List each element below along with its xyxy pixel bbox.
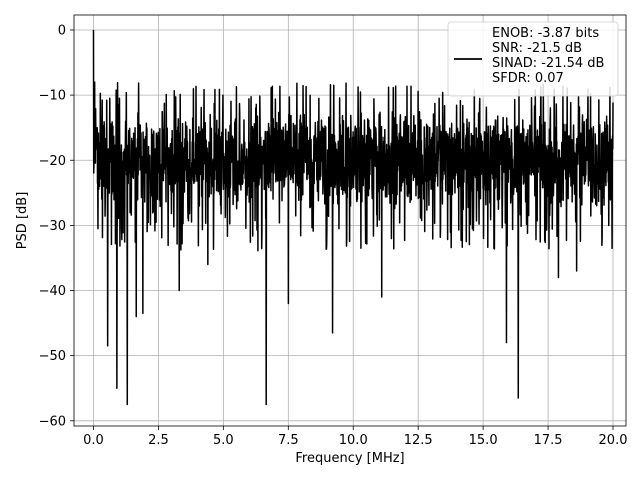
x-tick-label: 12.5 <box>404 433 433 448</box>
y-axis-ticks: 0 −10 −20 −30 −40 −50 −60 <box>39 23 74 429</box>
x-axis-ticks: 0.0 2.5 5.0 7.5 10.0 12.5 15.0 17.5 20.0 <box>83 426 627 448</box>
y-tick-label: −60 <box>39 414 66 429</box>
x-tick-label: 5.0 <box>213 433 234 448</box>
y-tick-label: −30 <box>39 219 66 234</box>
x-tick-label: 2.5 <box>148 433 169 448</box>
y-axis-label: PSD [dB] <box>15 192 30 250</box>
legend-entry-line: SNR: -21.5 dB <box>492 41 582 56</box>
legend-entry-line: ENOB: -3.87 bits <box>492 26 599 41</box>
axes-frame <box>73 14 627 427</box>
x-tick-label: 17.5 <box>534 433 563 448</box>
x-tick-label: 10.0 <box>339 433 368 448</box>
x-tick-label: 20.0 <box>599 433 628 448</box>
legend-box <box>447 21 619 97</box>
psd-series-line <box>92 29 614 406</box>
series-group <box>92 29 614 406</box>
y-tick-label: 0 <box>58 23 66 38</box>
y-tick-label: −50 <box>39 349 66 364</box>
x-tick-label: 15.0 <box>469 433 498 448</box>
x-tick-label: 0.0 <box>83 433 104 448</box>
y-tick-label: −20 <box>39 154 66 169</box>
y-tick-label: −40 <box>39 284 66 299</box>
x-tick-label: 7.5 <box>278 433 299 448</box>
x-axis-label: Frequency [MHz] <box>295 451 404 466</box>
y-tick-label: −10 <box>39 89 66 104</box>
legend-entry-line: SINAD: -21.54 dB <box>492 56 604 71</box>
legend-entry-line: SFDR: 0.07 <box>492 71 564 86</box>
